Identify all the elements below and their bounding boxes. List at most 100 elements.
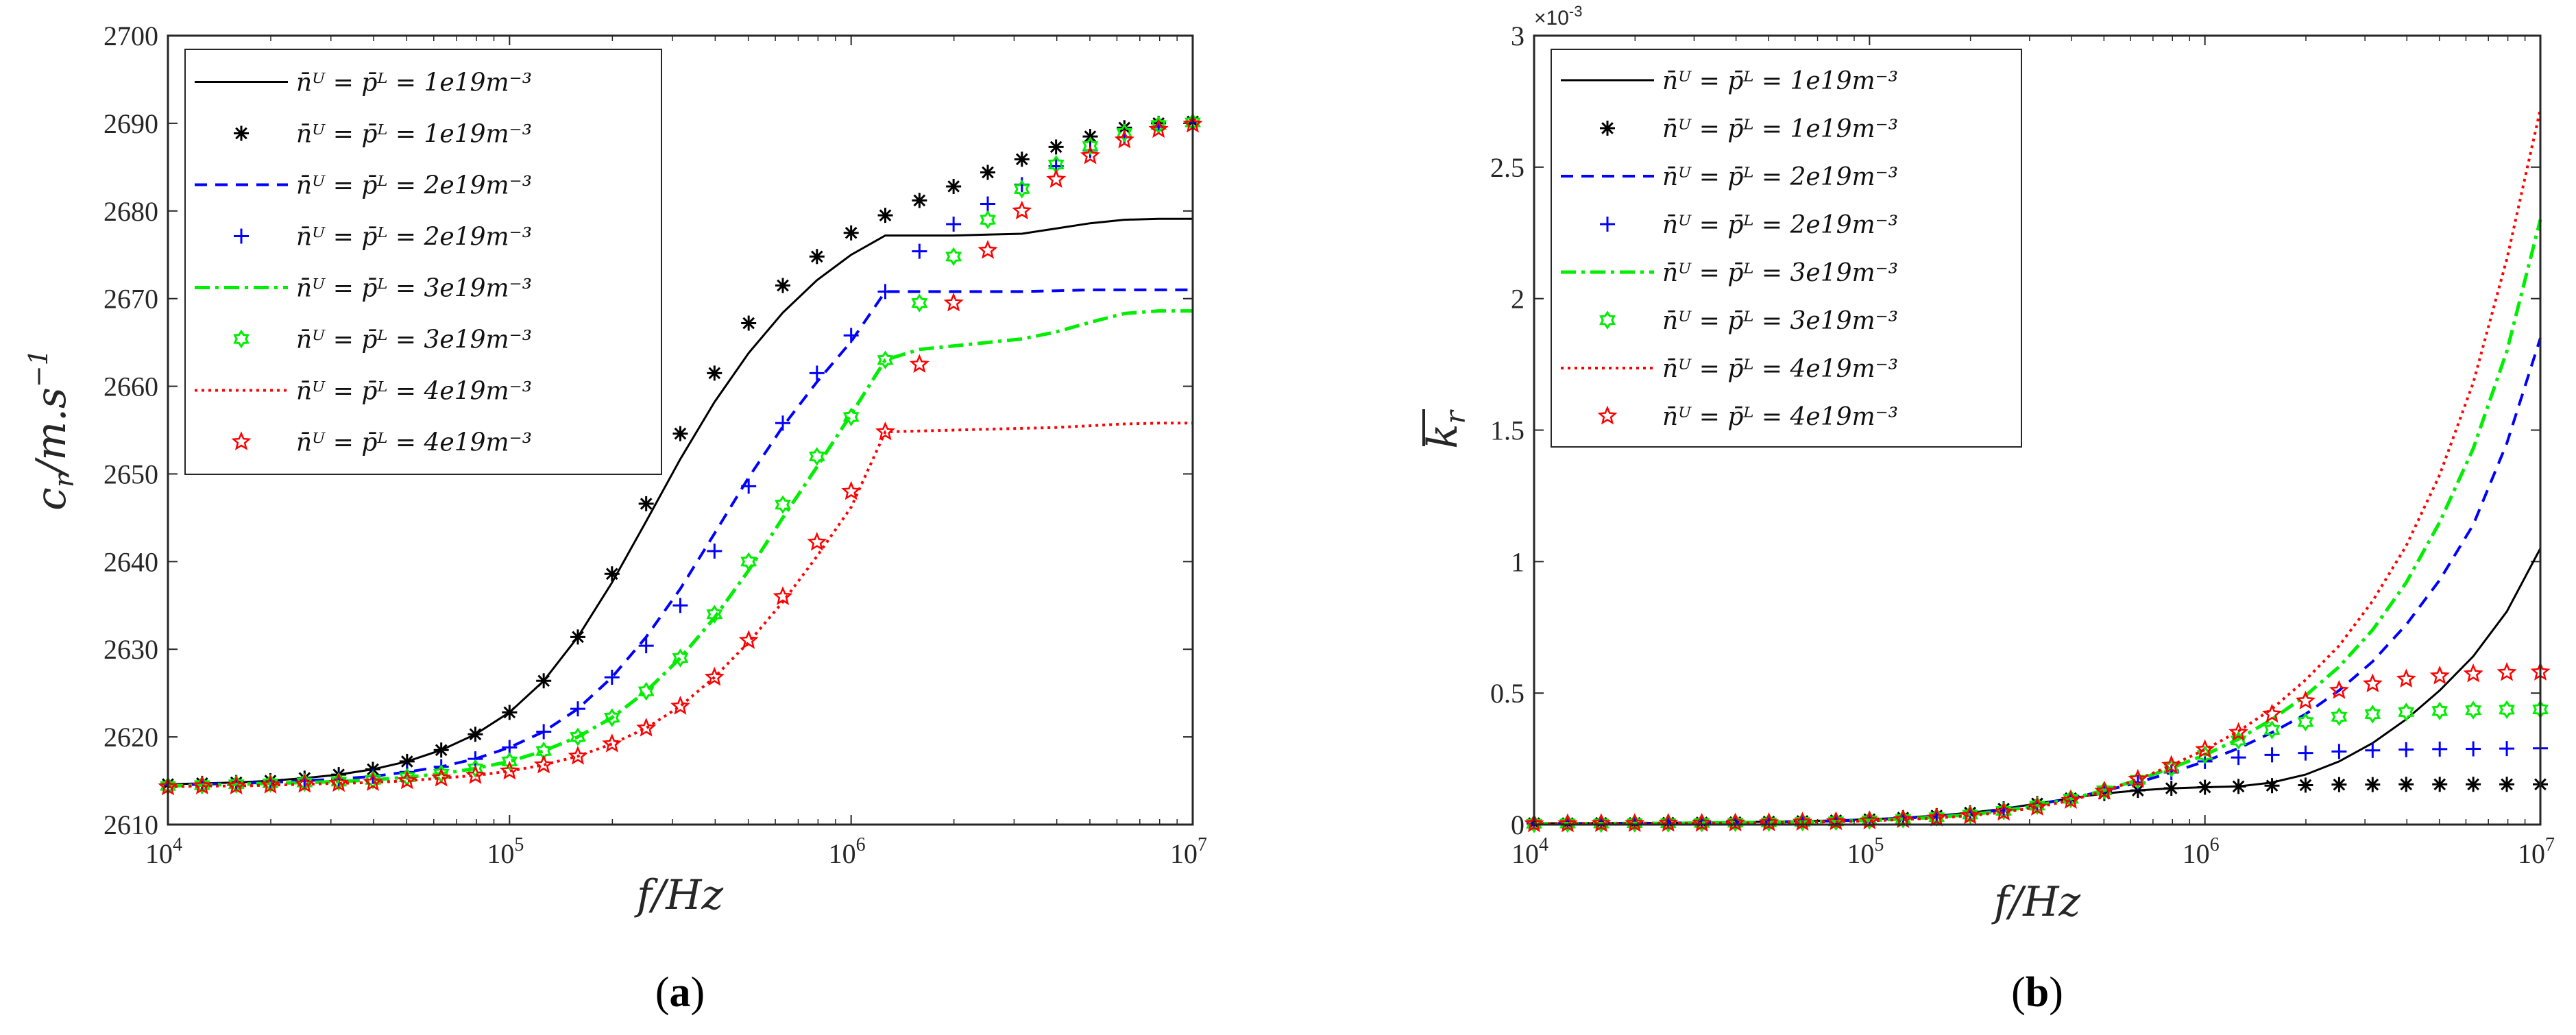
svg-text:cr/m.s−1: cr/m.s−1 (23, 349, 80, 511)
data-point (2398, 742, 2414, 757)
data-point (365, 770, 381, 790)
legend-item: n̄ᵁ = p̄ᴸ = 4e19m⁻³ (1597, 403, 1898, 431)
data-point (1926, 807, 1947, 827)
data-point (2230, 731, 2247, 750)
y-tick-label: 2680 (104, 196, 158, 227)
data-point (1962, 805, 1978, 825)
data-point (604, 670, 620, 685)
y-tick-label: 2 (1511, 284, 1524, 315)
data-point (2295, 690, 2316, 710)
data-point (842, 407, 860, 427)
data-point (773, 586, 793, 605)
legend-item: n̄ᵁ = p̄ᴸ = 1e19m⁻³ (195, 69, 532, 97)
y-tick-label: 2620 (104, 722, 158, 753)
data-point (1794, 812, 1811, 831)
data-point (260, 775, 281, 794)
data-point (2163, 781, 2179, 796)
data-point (296, 772, 313, 792)
legend-label: n̄ᵁ = p̄ᴸ = 2e19m⁻³ (296, 223, 532, 252)
data-point (1114, 129, 1134, 149)
data-point (704, 666, 725, 686)
data-point (841, 480, 862, 500)
y-tick-label: 2610 (104, 809, 158, 840)
legend-label: n̄ᵁ = p̄ᴸ = 3e19m⁻³ (1662, 307, 1898, 335)
data-point (1082, 136, 1099, 156)
data-point (2396, 668, 2416, 688)
data-point (1693, 814, 1710, 833)
series-line-4 (167, 422, 1193, 788)
data-point (912, 193, 927, 208)
data-point (1593, 814, 1609, 833)
legend-label: n̄ᵁ = p̄ᴸ = 1e19m⁻³ (1662, 67, 1898, 95)
data-point (1626, 814, 1643, 833)
legend-item: n̄ᵁ = p̄ᴸ = 3e19m⁻³ (233, 326, 532, 354)
data-point (568, 745, 588, 765)
data-point (1727, 813, 1744, 833)
legend-label: n̄ᵁ = p̄ᴸ = 1e19m⁻³ (1662, 115, 1898, 143)
data-point (1625, 813, 1645, 832)
data-point (2364, 705, 2381, 724)
legend-item: n̄ᵁ = p̄ᴸ = 2e19m⁻³ (1600, 211, 1898, 239)
data-point (980, 210, 996, 230)
data-point (1046, 169, 1067, 188)
data-point (2431, 701, 2449, 721)
data-point (294, 773, 315, 793)
x-tick-label: 107 (1170, 834, 1207, 869)
panel-a-x-axis-label: f/Hz (634, 871, 724, 919)
data-point (2496, 661, 2517, 681)
legend-label: n̄ᵁ = p̄ᴸ = 4e19m⁻³ (1662, 403, 1898, 431)
data-point (2094, 781, 2115, 800)
panel-a-series (158, 112, 1203, 796)
data-point (741, 478, 757, 494)
data-point (1524, 813, 1544, 833)
data-point (2398, 703, 2415, 722)
data-point (638, 496, 654, 511)
data-point (2063, 789, 2079, 809)
data-point (2298, 745, 2313, 761)
panel-b-axes-box (1533, 34, 2542, 826)
data-point (570, 727, 586, 746)
data-point (2499, 777, 2515, 792)
data-point (431, 767, 452, 787)
data-point (330, 772, 348, 791)
legend-marker-swatch (233, 329, 250, 349)
legend-item: n̄ᵁ = p̄ᴸ = 1e19m⁻³ (1561, 67, 1898, 95)
data-point (980, 165, 996, 180)
legend-label: n̄ᵁ = p̄ᴸ = 2e19m⁻³ (296, 172, 532, 200)
legend-label: n̄ᵁ = p̄ᴸ = 1e19m⁻³ (296, 121, 532, 149)
data-point (2499, 741, 2515, 757)
data-point (809, 249, 825, 265)
data-point (2130, 783, 2146, 799)
data-point (843, 225, 859, 241)
data-point (570, 629, 586, 645)
legend-marker-swatch (1600, 121, 1615, 136)
data-point (2297, 712, 2314, 732)
legend-marker-swatch (1600, 217, 1615, 232)
data-point (1080, 145, 1100, 165)
data-point (1960, 805, 1980, 825)
data-point (2331, 777, 2347, 792)
data-point (946, 216, 962, 232)
panel-b-series (1524, 108, 2551, 833)
data-point (2095, 781, 2113, 800)
y-tick-label: 1 (1511, 546, 1524, 577)
data-point (2429, 665, 2450, 685)
data-point (637, 681, 655, 701)
data-point (1692, 812, 1712, 832)
data-point (501, 752, 518, 771)
data-point (2398, 777, 2414, 792)
data-point (775, 278, 791, 293)
panel-a-y-axis-label: cr/m.s−1 (23, 349, 80, 511)
data-point (877, 350, 894, 369)
panel-b-caption: (b) (2011, 969, 2063, 1016)
series-line-3 (167, 309, 1193, 788)
series-line-3 (1533, 219, 2542, 826)
data-point (1012, 200, 1032, 220)
data-point (2466, 777, 2481, 792)
data-point (1116, 123, 1133, 143)
legend-label: n̄ᵁ = p̄ᴸ = 2e19m⁻³ (1662, 163, 1898, 191)
data-point (775, 495, 791, 514)
data-point (2331, 744, 2347, 759)
data-point (570, 701, 586, 717)
